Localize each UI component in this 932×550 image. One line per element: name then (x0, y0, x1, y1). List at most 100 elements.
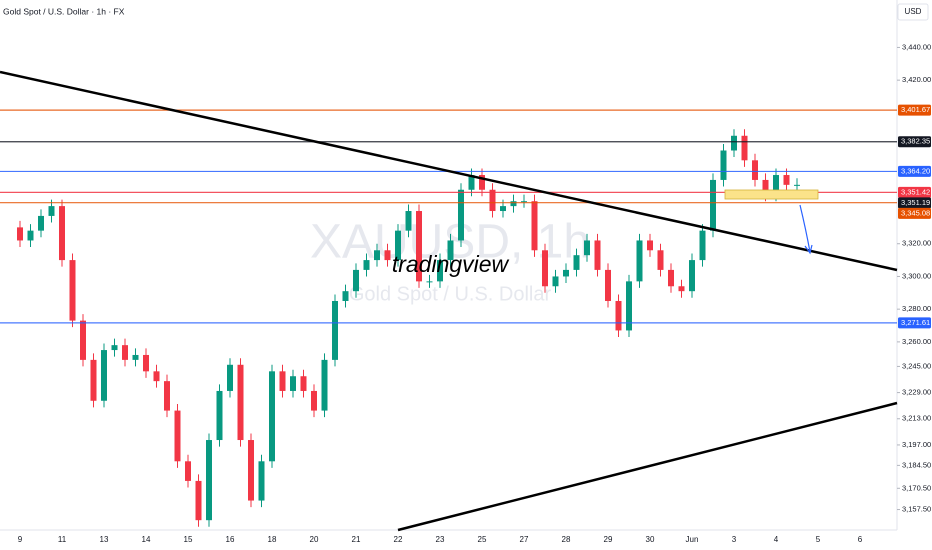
candle-body (122, 345, 128, 360)
price-label: 3,382.35 (901, 137, 930, 146)
x-tick-label: 11 (58, 535, 67, 544)
candle-body (174, 410, 181, 462)
chart-title: Gold Spot / U.S. Dollar · 1h · FX (3, 6, 125, 16)
candle-body (185, 461, 191, 481)
candle-body (321, 359, 328, 411)
x-tick-label: 25 (478, 535, 487, 544)
arrow (799, 204, 811, 253)
x-tick-label: 5 (816, 535, 821, 544)
candle-body (27, 230, 34, 241)
candle-body (80, 320, 86, 360)
candle-body (489, 189, 496, 212)
candle-body (363, 260, 370, 270)
price-label-box (898, 197, 931, 209)
candle-body (290, 376, 296, 391)
candle-body (584, 240, 590, 256)
y-tick-label: 3,260.00 (902, 337, 931, 346)
trend-line (0, 70, 898, 272)
y-tick-label: 3,184.50 (902, 460, 931, 469)
candle-body (416, 211, 422, 282)
candle-body (531, 201, 538, 251)
candle-body (132, 354, 139, 360)
y-tick-label: 3,280.00 (902, 304, 931, 313)
candle-body (500, 206, 506, 212)
candle-body (468, 175, 475, 190)
candle-body (710, 179, 716, 231)
candle-body (300, 376, 307, 391)
x-tick-label: 9 (18, 535, 23, 544)
price-label-box (898, 317, 931, 329)
candle-body (731, 135, 737, 151)
price-label: 3,345.08 (901, 208, 930, 217)
candle-body (510, 201, 517, 207)
price-label: 3,351.42 (901, 187, 930, 196)
candle-body (605, 269, 611, 301)
candle-body (258, 461, 265, 501)
candle-body (384, 250, 391, 261)
y-tick-label: 3,197.00 (902, 440, 931, 449)
candle-body (374, 250, 380, 261)
candle-body (237, 364, 244, 441)
x-tick-label: 14 (142, 535, 151, 544)
price-label-box (898, 186, 931, 198)
candle-body (426, 281, 433, 283)
candle-body (657, 250, 664, 270)
candle-body (689, 260, 695, 292)
currency: USD (905, 7, 922, 16)
candle-body (90, 359, 97, 401)
y-tick-label: 3,300.00 (902, 271, 931, 280)
watermark-subtitle: Gold Spot / U.S. Dollar (349, 283, 552, 305)
candle-body (248, 440, 254, 501)
candle-body (111, 345, 118, 351)
candle-body (563, 269, 569, 277)
price-label: 3,401.67 (901, 105, 930, 114)
candle-body (206, 440, 212, 521)
candle-body (353, 269, 359, 292)
currency-box (897, 3, 929, 21)
candle-body (311, 390, 317, 411)
x-tick-label: Jun (686, 535, 699, 544)
candle-body (48, 206, 55, 216)
x-tick-label: 20 (310, 535, 319, 544)
candle-body (153, 371, 160, 382)
x-tick-label: 16 (226, 535, 235, 544)
candle-body (741, 135, 748, 161)
candle-body (542, 250, 548, 287)
y-tick-label: 3,213.00 (902, 414, 931, 423)
candle-body (636, 240, 643, 282)
price-label: 3,364.20 (901, 166, 930, 175)
candle-body (269, 371, 275, 462)
candle-body (59, 206, 65, 261)
candle-body (552, 276, 559, 287)
candle-body (17, 227, 23, 241)
price-label: 3,351.19 (901, 198, 930, 207)
price-label-box (898, 207, 931, 219)
candle-body (405, 211, 412, 231)
x-tick-label: 22 (394, 535, 403, 544)
candle-body (216, 390, 223, 441)
x-tick-label: 28 (562, 535, 571, 544)
x-tick-label: 29 (604, 535, 613, 544)
price-label-box (898, 104, 931, 116)
candle-body (626, 281, 632, 331)
arrow-head (804, 244, 813, 255)
candle-body (227, 364, 233, 391)
candle-body (699, 230, 706, 261)
candle-body (794, 184, 800, 186)
trend-line (397, 401, 898, 532)
x-tick-label: 27 (520, 535, 529, 544)
y-tick-label: 3,245.00 (902, 361, 931, 370)
x-tick-label: 21 (352, 535, 361, 544)
candle-body (521, 201, 527, 203)
candle-body (101, 350, 107, 401)
candle-body (342, 291, 349, 301)
candle-body (479, 175, 485, 190)
x-tick-label: 4 (774, 535, 779, 544)
candle-body (38, 215, 44, 231)
x-tick-label: 13 (100, 535, 109, 544)
zone-box (724, 189, 819, 200)
candle-body (332, 300, 338, 360)
candle-body (164, 381, 170, 411)
